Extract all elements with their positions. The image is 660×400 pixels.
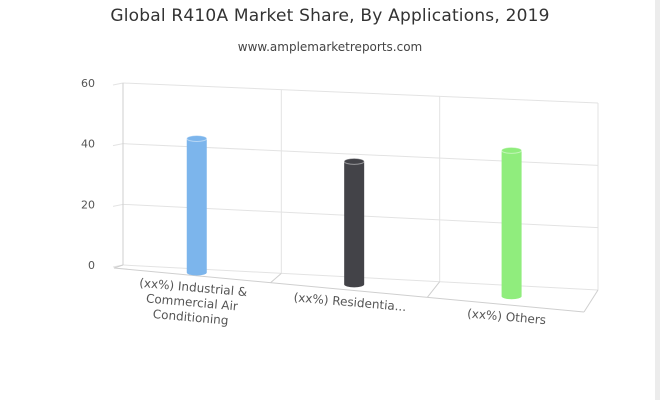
floor-divider (426, 281, 441, 298)
bars-layer (186, 134, 523, 300)
floor-divider (270, 272, 282, 284)
y-tick-label: 0 (88, 259, 95, 272)
bar[interactable] (186, 134, 208, 276)
bar-body[interactable] (501, 150, 522, 300)
x-category-label: (xx%) Industrial &Commercial AirConditio… (136, 276, 248, 329)
floor-divider (583, 289, 599, 313)
floor-divider (113, 264, 124, 269)
bar[interactable] (501, 146, 523, 300)
bar-body[interactable] (344, 161, 365, 288)
bar-cap[interactable] (186, 134, 208, 142)
y-tick-labels: 0 20 40 60 (81, 77, 95, 272)
chart-title: Global R410A Market Share, By Applicatio… (110, 6, 550, 26)
side-gridline (112, 82, 124, 86)
scrollbar-track[interactable] (655, 0, 660, 400)
y-tick-label: 60 (81, 77, 95, 90)
bar-cap[interactable] (343, 157, 365, 165)
x-category-label: (xx%) Others (467, 306, 547, 327)
bar[interactable] (343, 157, 365, 288)
bar-body[interactable] (186, 138, 207, 276)
side-gridline (112, 143, 124, 147)
side-gridline (112, 203, 124, 207)
bar-cap[interactable] (501, 146, 523, 154)
x-axis-line (113, 267, 585, 313)
gridline (122, 82, 599, 104)
chart-subtitle: www.amplemarketreports.com (237, 40, 423, 54)
y-tick-label: 40 (81, 138, 95, 151)
y-tick-label: 20 (81, 198, 95, 211)
